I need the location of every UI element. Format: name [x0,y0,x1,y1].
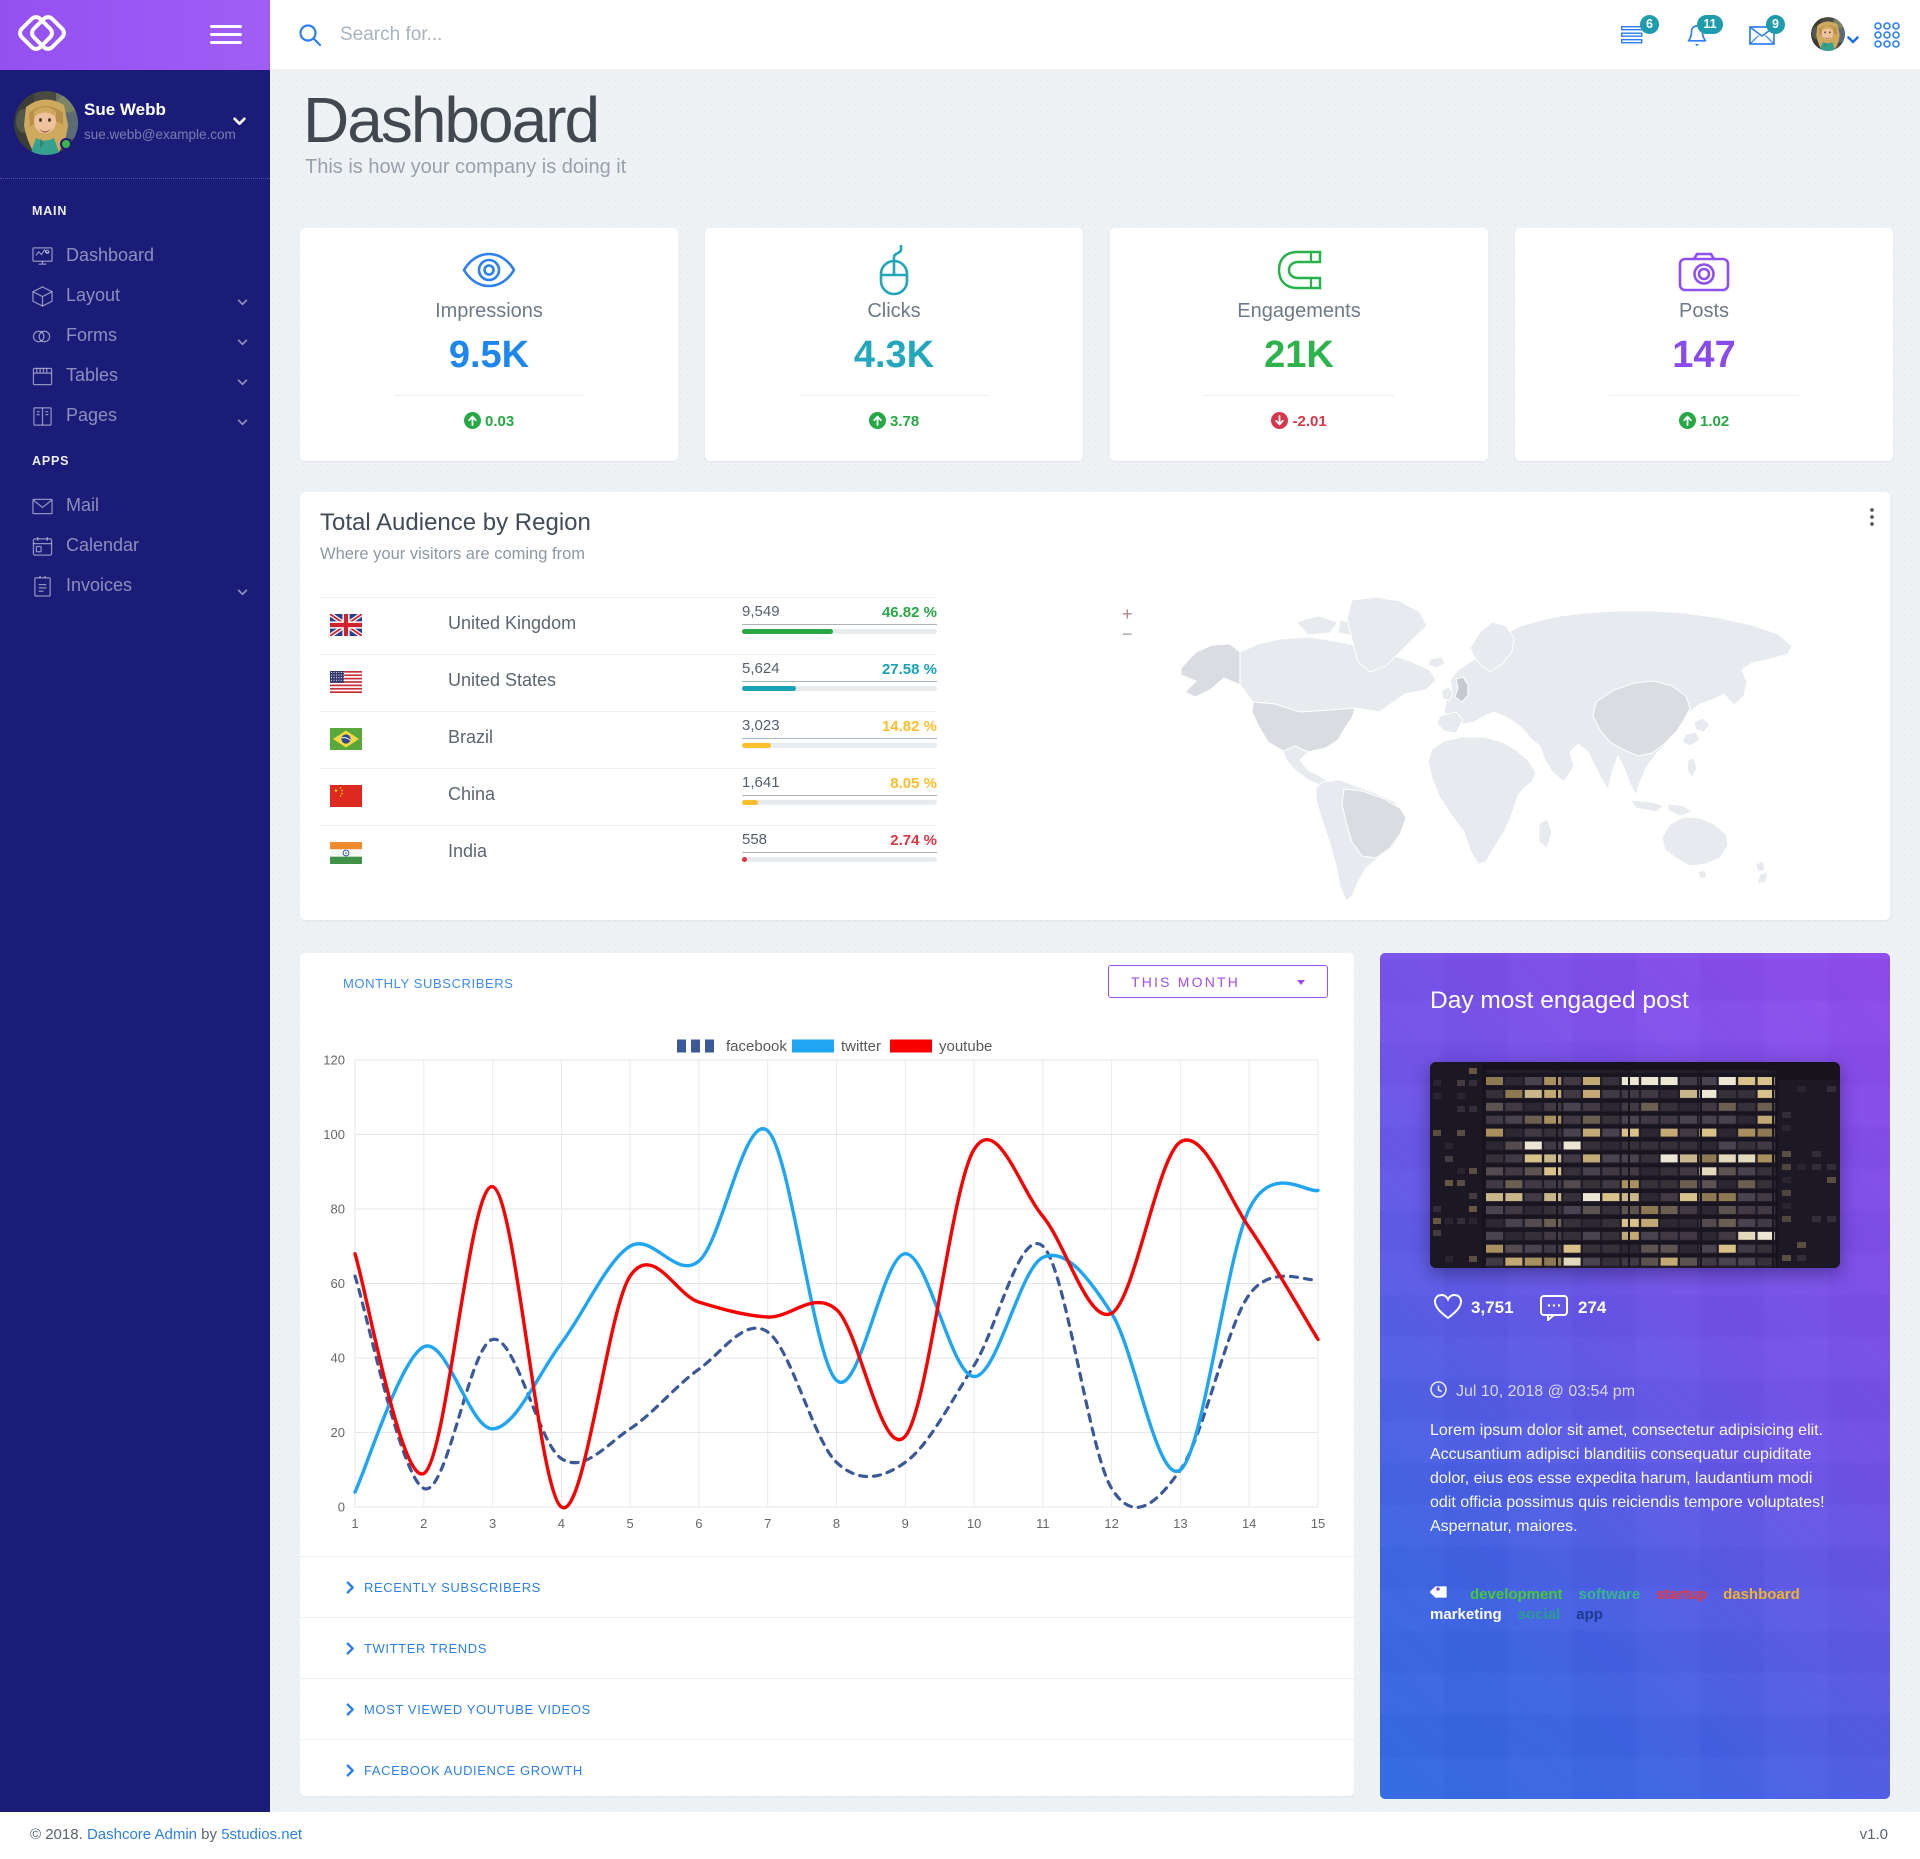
svg-text:1: 1 [351,1516,358,1531]
svg-text:20: 20 [331,1425,345,1440]
svg-text:10: 10 [967,1516,981,1531]
svg-text:40: 40 [331,1351,345,1366]
svg-text:11: 11 [1036,1516,1050,1531]
svg-text:6: 6 [695,1516,702,1531]
svg-text:0: 0 [338,1500,345,1515]
svg-text:14: 14 [1242,1516,1256,1531]
svg-text:9: 9 [902,1516,909,1531]
svg-text:80: 80 [331,1202,345,1217]
svg-text:twitter: twitter [841,1038,881,1055]
svg-text:15: 15 [1311,1516,1325,1531]
svg-text:3: 3 [489,1516,496,1531]
svg-text:7: 7 [764,1516,771,1531]
svg-text:100: 100 [323,1127,345,1142]
svg-text:5: 5 [626,1516,633,1531]
svg-text:youtube: youtube [939,1038,992,1055]
svg-text:8: 8 [833,1516,840,1531]
svg-text:13: 13 [1173,1516,1187,1531]
svg-text:120: 120 [323,1053,345,1068]
svg-text:facebook: facebook [726,1038,787,1055]
svg-text:60: 60 [331,1276,345,1291]
svg-text:2: 2 [420,1516,427,1531]
svg-text:4: 4 [558,1516,565,1531]
svg-text:12: 12 [1104,1516,1118,1531]
